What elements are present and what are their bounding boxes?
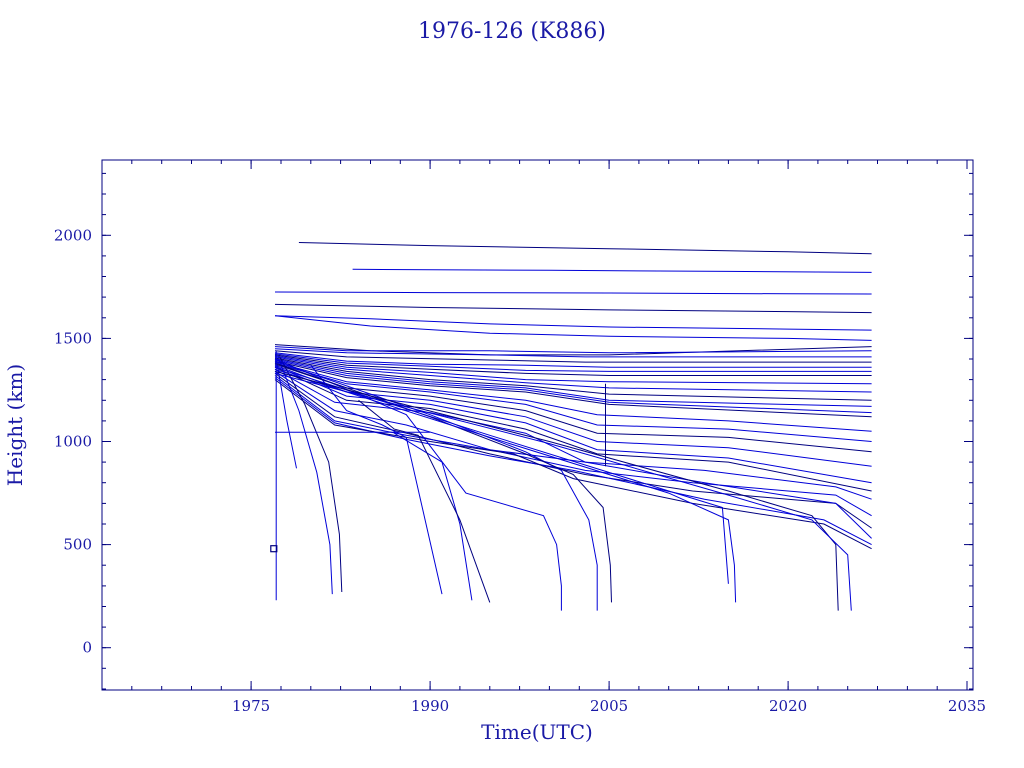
series-line-19 bbox=[274, 360, 872, 418]
series-line-44 bbox=[274, 372, 852, 611]
plot-frame bbox=[101, 159, 974, 691]
series-line-42 bbox=[274, 368, 737, 603]
series-line-39 bbox=[274, 360, 598, 611]
y-tick-label: 500 bbox=[63, 536, 92, 554]
series-line-9 bbox=[274, 348, 872, 358]
y-tick-label: 1000 bbox=[54, 433, 92, 451]
y-tick-label: 1500 bbox=[54, 329, 92, 347]
series-line-6 bbox=[274, 315, 872, 341]
series-line-16 bbox=[274, 357, 872, 401]
series-line-5 bbox=[274, 315, 872, 331]
y-axis-label: Height (km) bbox=[3, 364, 27, 486]
series-line-8 bbox=[274, 346, 872, 354]
series-line-24 bbox=[274, 365, 872, 484]
data-point-marker bbox=[270, 545, 278, 553]
series-line-25 bbox=[274, 366, 872, 492]
series-line-41 bbox=[274, 366, 729, 584]
series-line-21 bbox=[274, 362, 872, 442]
series-line-10 bbox=[274, 350, 872, 363]
series-line-43 bbox=[274, 370, 839, 611]
x-tick-label: 1990 bbox=[411, 697, 449, 715]
series-line-34 bbox=[279, 356, 343, 593]
x-tick-label: 2035 bbox=[948, 697, 986, 715]
series-line-14 bbox=[274, 355, 872, 385]
series-line-12 bbox=[274, 353, 872, 372]
x-tick-label: 1975 bbox=[232, 697, 270, 715]
x-tick-label: 2020 bbox=[769, 697, 807, 715]
series-line-17 bbox=[274, 358, 872, 407]
series-line-18 bbox=[274, 359, 872, 414]
series-line-4 bbox=[274, 303, 872, 314]
series-line-1 bbox=[298, 242, 872, 255]
series-line-29 bbox=[274, 375, 872, 539]
series-line-13 bbox=[274, 354, 872, 376]
series-line-33 bbox=[278, 358, 333, 595]
series-line-27 bbox=[274, 370, 872, 517]
marker-layer bbox=[270, 545, 278, 553]
series-line-3 bbox=[274, 291, 872, 295]
series-line-30 bbox=[274, 377, 872, 546]
x-axis-label: Time(UTC) bbox=[481, 720, 593, 744]
series-line-37 bbox=[358, 399, 491, 603]
series-line-35 bbox=[310, 364, 443, 595]
series-line-20 bbox=[274, 361, 872, 432]
series-line-36 bbox=[394, 432, 473, 601]
y-tick-label: 2000 bbox=[54, 226, 92, 244]
series-line-11 bbox=[274, 352, 872, 368]
series-line-40 bbox=[274, 362, 612, 603]
series-line-31 bbox=[274, 379, 872, 550]
series-line-26 bbox=[274, 368, 872, 500]
series-line-2 bbox=[352, 268, 872, 273]
x-tick-label: 2005 bbox=[590, 697, 628, 715]
ticks-layer: 1975 1990 2005 2020 2035 0 500 1000 1500 2000 bbox=[54, 160, 986, 715]
y-tick-label: 0 bbox=[82, 639, 92, 657]
chart-title: 1976-126 (K886) bbox=[418, 19, 606, 44]
series-layer bbox=[274, 242, 872, 611]
series-line-32 bbox=[276, 365, 297, 469]
series-line-15 bbox=[274, 356, 872, 393]
series-line-38 bbox=[274, 358, 562, 611]
